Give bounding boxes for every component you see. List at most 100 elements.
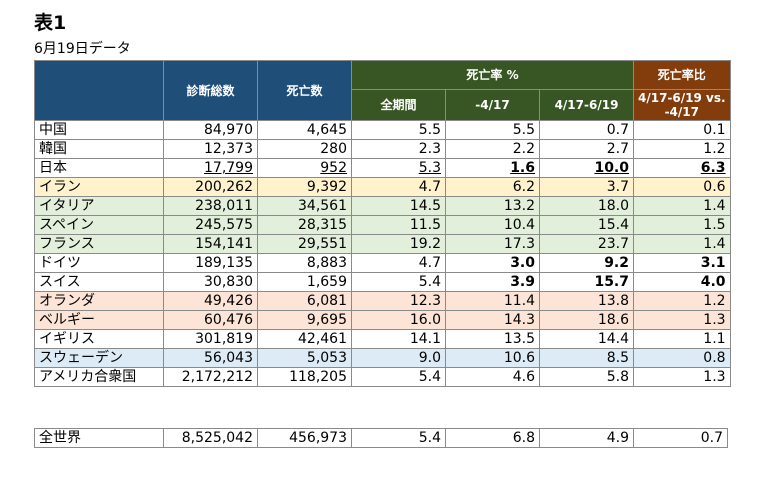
deaths-cell: 6,081 [257,291,352,311]
table-row: ベルギー 60,476 9,695 16.0 14.3 18.6 1.3 [34,310,731,330]
diagnosed-cell: 30,830 [163,272,258,292]
table-subtitle: 6月19日データ [34,41,131,57]
rate-late-cell: 18.6 [539,310,634,330]
ratio-cell: 1.4 [633,234,731,254]
country-name: 韓国 [34,139,164,159]
header-country [34,60,164,121]
rate-early-cell: 11.4 [445,291,540,311]
ratio-cell: 0.8 [633,348,731,368]
table-row: イタリア 238,011 34,561 14.5 13.2 18.0 1.4 [34,196,731,216]
deaths-cell: 9,392 [257,177,352,197]
country-name: ドイツ [34,253,164,273]
rate-early-cell: 4.6 [445,367,540,387]
ratio-cell: 1.3 [633,310,731,330]
rate-early-cell: 14.3 [445,310,540,330]
diagnosed-cell: 49,426 [163,291,258,311]
table-title: 表1 [34,12,67,34]
deaths-cell: 29,551 [257,234,352,254]
deaths-cell: 4,645 [257,120,352,140]
diagnosed-cell: 60,476 [163,310,258,330]
rate-late-cell: 8.5 [539,348,634,368]
country-name: オランダ [34,291,164,311]
diagnosed-cell: 17,799 [163,158,258,178]
rate-all-cell: 5.4 [351,272,446,292]
ratio-cell: 1.4 [633,196,731,216]
rate-all-cell: 14.5 [351,196,446,216]
table-row: スペイン 245,575 28,315 11.5 10.4 15.4 1.5 [34,215,731,235]
table-row: ドイツ 189,135 8,883 4.7 3.0 9.2 3.1 [34,253,731,273]
deaths-cell: 952 [257,158,352,178]
rate-late-cell: 4.9 [539,428,634,448]
country-name: アメリカ合衆国 [34,367,164,387]
rate-late-cell: 23.7 [539,234,634,254]
rate-all-cell: 5.4 [351,428,446,448]
header-ratio-group: 死亡率比 [633,60,731,90]
header-until-0417: -4/17 [445,89,540,121]
table-row: 日本 17,799 952 5.3 1.6 10.0 6.3 [34,158,731,178]
rate-early-cell: 10.4 [445,215,540,235]
table-row: イラン 200,262 9,392 4.7 6.2 3.7 0.6 [34,177,731,197]
table-row: フランス 154,141 29,551 19.2 17.3 23.7 1.4 [34,234,731,254]
rate-all-cell: 11.5 [351,215,446,235]
country-name: ベルギー [34,310,164,330]
table-row: イギリス 301,819 42,461 14.1 13.5 14.4 1.1 [34,329,731,349]
rate-early-cell: 10.6 [445,348,540,368]
deaths-cell: 118,205 [257,367,352,387]
deaths-cell: 8,883 [257,253,352,273]
table-row: アメリカ合衆国 2,172,212 118,205 5.4 4.6 5.8 1.… [34,367,731,387]
table-row: スイス 30,830 1,659 5.4 3.9 15.7 4.0 [34,272,731,292]
rate-all-cell: 2.3 [351,139,446,159]
data-table: 診断総数 死亡数 死亡率 % 死亡率比 全期間 -4/17 4/17-6/19 … [34,60,731,387]
ratio-cell: 1.2 [633,139,731,159]
header-ratio-line2: -4/17 [664,105,699,119]
header-0417-0619: 4/17-6/19 [539,89,634,121]
diagnosed-cell: 12,373 [163,139,258,159]
ratio-cell: 3.1 [633,253,731,273]
rate-all-cell: 5.4 [351,367,446,387]
diagnosed-cell: 154,141 [163,234,258,254]
ratio-cell: 1.3 [633,367,731,387]
country-name: イタリア [34,196,164,216]
rate-all-cell: 14.1 [351,329,446,349]
country-name: スイス [34,272,164,292]
header-ratio-line1: 4/17-6/19 vs. [638,91,726,105]
diagnosed-cell: 245,575 [163,215,258,235]
rate-early-cell: 6.8 [445,428,540,448]
diagnosed-cell: 238,011 [163,196,258,216]
deaths-cell: 42,461 [257,329,352,349]
ratio-cell: 0.1 [633,120,731,140]
rate-early-cell: 1.6 [445,158,540,178]
country-name: イラン [34,177,164,197]
rate-all-cell: 5.3 [351,158,446,178]
rate-early-cell: 3.9 [445,272,540,292]
diagnosed-cell: 200,262 [163,177,258,197]
country-name: 日本 [34,158,164,178]
header-ratio: 4/17-6/19 vs. -4/17 [633,89,731,121]
country-name: フランス [34,234,164,254]
rate-early-cell: 3.0 [445,253,540,273]
rate-all-cell: 5.5 [351,120,446,140]
diagnosed-cell: 189,135 [163,253,258,273]
rate-late-cell: 14.4 [539,329,634,349]
rate-all-cell: 9.0 [351,348,446,368]
rate-late-cell: 10.0 [539,158,634,178]
table-row: 中国 84,970 4,645 5.5 5.5 0.7 0.1 [34,120,731,140]
table-row: 韓国 12,373 280 2.3 2.2 2.7 1.2 [34,139,731,159]
ratio-cell: 0.7 [633,428,728,448]
rate-late-cell: 18.0 [539,196,634,216]
rate-late-cell: 9.2 [539,253,634,273]
rate-early-cell: 5.5 [445,120,540,140]
rate-all-cell: 4.7 [351,253,446,273]
rate-early-cell: 2.2 [445,139,540,159]
country-name: イギリス [34,329,164,349]
header-diagnosed: 診断総数 [163,60,258,121]
header-full-period: 全期間 [351,89,446,121]
rate-all-cell: 12.3 [351,291,446,311]
deaths-cell: 5,053 [257,348,352,368]
rate-late-cell: 3.7 [539,177,634,197]
rate-early-cell: 6.2 [445,177,540,197]
ratio-cell: 0.6 [633,177,731,197]
ratio-cell: 1.2 [633,291,731,311]
rate-late-cell: 15.4 [539,215,634,235]
world-total-row: 全世界 8,525,042 456,973 5.4 6.8 4.9 0.7 [34,428,728,448]
